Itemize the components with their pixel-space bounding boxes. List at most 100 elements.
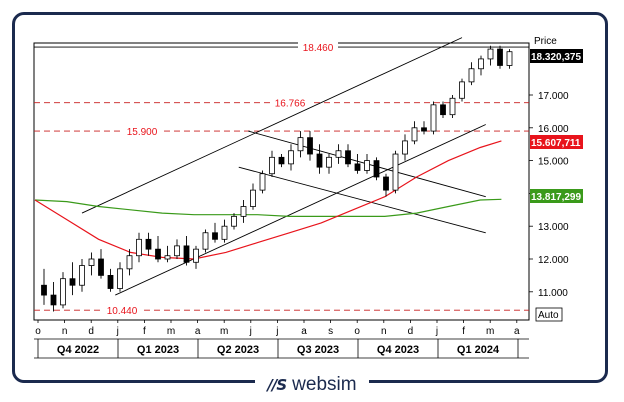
x-quarter-label: Q2 2023 [217,344,259,356]
x-month-label: s [328,326,333,337]
candle-body [278,156,285,165]
x-quarter-label: Q3 2023 [297,344,339,356]
level-label-bg-2 [122,125,162,137]
x-month-label: m [220,326,228,337]
candle-body [487,48,494,60]
x-month-label: n [62,326,68,337]
candle-body [107,274,114,289]
candle-body [240,206,247,217]
candle-body [288,150,294,165]
level-label-bg-0 [298,41,338,53]
candle-body [459,81,465,99]
level-label-0: 18.460 [303,43,334,54]
x-month-label: a [514,326,520,337]
last-price-tag: 18.320,375 [531,52,581,63]
plot-area [33,42,530,321]
y-tick-label: 15.000 [538,157,569,168]
x-month-label: j [116,326,119,337]
x-month-label: f [462,326,465,337]
ma-short-price-tag-bg [530,135,583,149]
candle-body [231,215,237,227]
level-label-3: 10.440 [107,306,138,317]
candle-body [269,156,275,175]
candle-body [250,189,256,207]
x-month-label: j [275,326,278,337]
candle-body [174,245,180,257]
candle-body [202,232,209,250]
candle-body [307,137,313,155]
y-tick-label: 17.000 [538,91,569,102]
candle-body [316,153,323,168]
candle-body [373,160,380,178]
x-month-label: a [195,326,201,337]
websim-logo-icon: //S [267,376,287,394]
candle-body [164,255,171,260]
x-quarter-label: Q1 2023 [137,344,179,356]
y-tick-label: 13.000 [538,222,569,233]
trendline-upper-channel [81,37,463,214]
candle-body [259,173,266,191]
x-quarter-label: Q4 2022 [57,344,99,356]
candle-body [354,163,361,171]
candle-body [497,48,503,66]
y-axis-title: Price [534,36,557,47]
candle-body [155,248,161,260]
x-month-label: j [435,326,438,337]
ma-long-line [34,198,502,217]
y-tick-label: 16.000 [538,124,569,135]
level-label-bg-1 [270,96,310,108]
candle-body [60,278,66,306]
x-month-label: d [408,326,414,337]
auto-scale-label[interactable]: Auto [538,310,559,321]
x-month-label: o [354,326,360,337]
x-month-label: d [88,326,94,337]
candle-body [88,258,95,266]
candle-body [506,51,513,66]
candle-body [98,258,104,276]
candle-body [193,248,199,263]
y-tick-label: 12.000 [538,255,569,266]
ma-short-price-tag: 15.607,711 [531,138,581,149]
candle-body [41,284,47,296]
x-month-label: m [167,326,175,337]
candle-body [117,268,123,289]
candle-body [449,97,456,116]
candle-body [383,176,389,191]
auto-scale-button[interactable] [535,307,563,322]
candle-body [183,245,190,263]
candle-body [421,127,427,132]
candle-body [440,104,446,116]
candle-body [126,255,133,270]
candle-body [69,278,76,286]
candle-body [468,68,475,83]
level-label-1: 16.766 [275,99,306,110]
brand-bar: //S websim [0,372,624,402]
candle-body [136,238,142,257]
x-month-label: a [301,326,307,337]
candle-body [50,294,57,306]
candle-body [478,58,484,70]
trendline-lower-channel [115,124,486,296]
price-chart: 18.460 16.766 15.900 10.440 11.000 12.000 13.… [33,36,583,359]
level-label-bg-3 [102,304,142,316]
x-month-label: o [35,326,41,337]
candle-body [79,265,85,286]
candle-body [145,238,152,250]
y-tick-label: 11.000 [538,288,568,299]
candle-body [430,104,437,132]
candle-body [402,140,408,155]
ma-long-price-tag-bg [530,189,583,203]
x-month-label: f [143,326,146,337]
x-month-label: m [486,326,494,337]
candle-body [335,150,342,158]
x-quarter-label: Q4 2023 [377,344,419,356]
candle-body [345,150,351,165]
level-label-2: 15.900 [127,127,158,138]
ma-long-price-tag: 13.817,299 [531,192,581,203]
candle-body [221,225,228,240]
candle-body [326,156,332,168]
x-month-label: n [381,326,387,337]
candle-body [212,232,218,240]
candle-body [411,127,418,142]
x-quarter-label: Q1 2024 [457,344,500,356]
